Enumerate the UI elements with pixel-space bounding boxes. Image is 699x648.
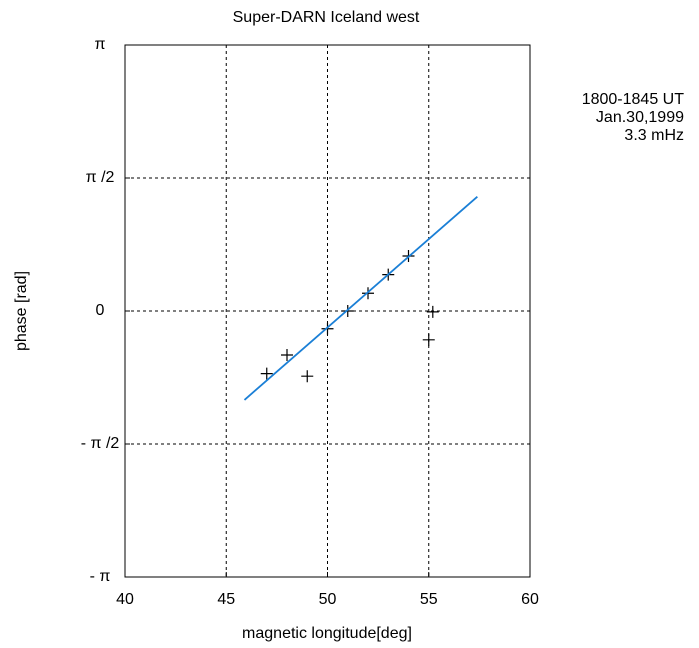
data-point [321, 322, 334, 335]
data-point [426, 305, 439, 318]
y-axis-label: phase [rad] [13, 271, 30, 351]
data-point [422, 333, 435, 346]
fit-line [243, 196, 478, 401]
chart-title: Super-DARN Iceland west [233, 9, 420, 26]
y-tick-label: - π /2 [81, 435, 120, 452]
data-point [301, 370, 314, 383]
y-tick-label: π [94, 36, 105, 53]
y-tick-label: - π [90, 568, 111, 585]
annotation: 1800-1845 UT [582, 91, 685, 108]
x-axis-label: magnetic longitude[deg] [242, 625, 412, 642]
x-tick-label: 40 [116, 591, 134, 608]
x-tick-label: 45 [217, 591, 235, 608]
annotation: 3.3 mHz [624, 127, 684, 144]
y-tick-label: 0 [96, 302, 105, 319]
data-point [260, 367, 273, 380]
data-point [341, 305, 354, 317]
x-tick-label: 60 [521, 591, 539, 608]
x-tick-label: 55 [420, 591, 438, 608]
data-point [281, 349, 293, 362]
annotation: Jan.30,1999 [596, 109, 684, 126]
y-tick-label: π /2 [86, 169, 115, 186]
x-tick-label: 50 [319, 591, 337, 608]
